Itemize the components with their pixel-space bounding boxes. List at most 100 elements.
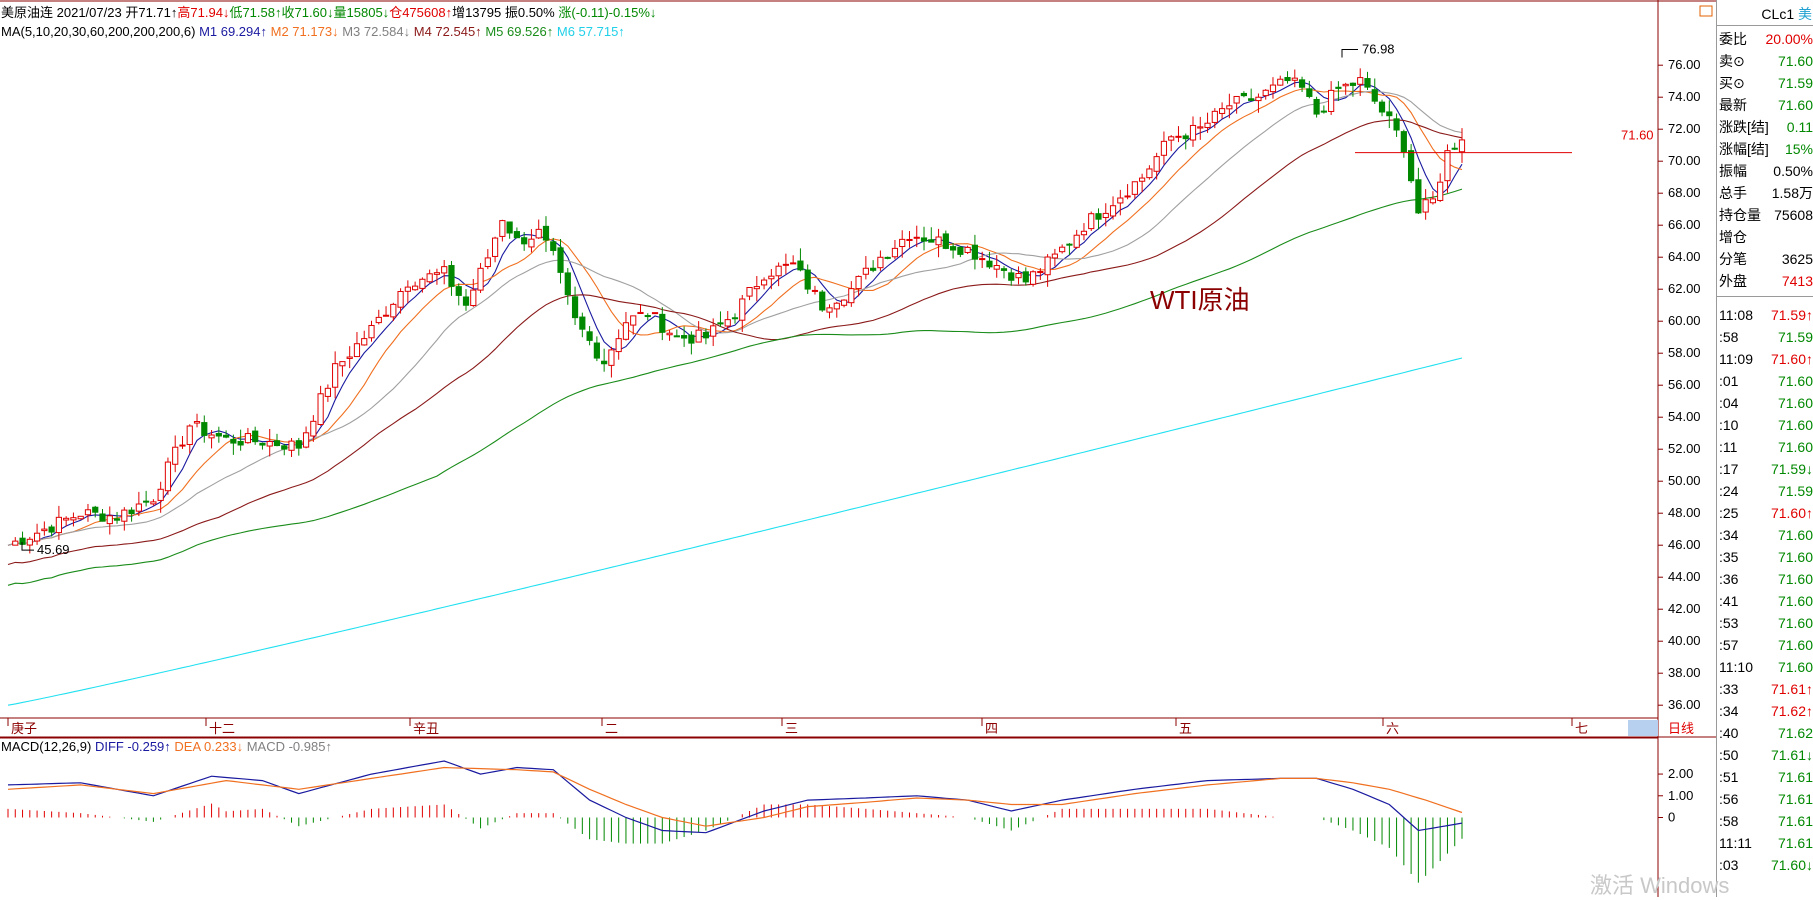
y-tick-label: 76.00 bbox=[1668, 57, 1701, 72]
candle-body bbox=[637, 311, 644, 314]
tick-row: :01 71.60 bbox=[1719, 370, 1813, 392]
candle-body bbox=[797, 260, 804, 271]
ma-m2-value: M2 71.173↓ bbox=[270, 24, 339, 39]
tick-price: 71.59↓ bbox=[1770, 461, 1813, 477]
candle-body bbox=[1342, 83, 1349, 87]
quote-row-value: 71.60 bbox=[1777, 97, 1813, 113]
quote-row-label: 委比 bbox=[1719, 31, 1747, 47]
candle-body bbox=[775, 265, 782, 277]
quote-row: 持仓量 75608 bbox=[1719, 204, 1813, 226]
candle-body bbox=[172, 446, 179, 465]
candle-body bbox=[157, 488, 164, 501]
bar-date: 2021/07/23 bbox=[56, 5, 122, 20]
tick-time: :58 bbox=[1719, 813, 1739, 829]
macd-y-tick-label: 0 bbox=[1668, 810, 1675, 825]
candle-body bbox=[942, 233, 949, 249]
candle-body bbox=[375, 316, 382, 324]
candle-body bbox=[702, 332, 710, 339]
tick-price: 71.60 bbox=[1777, 615, 1813, 631]
candle-body bbox=[906, 238, 913, 241]
candle-body bbox=[571, 296, 579, 319]
candle-body bbox=[673, 335, 680, 338]
candle-body bbox=[1313, 98, 1320, 115]
candle-body bbox=[266, 440, 273, 447]
macd-macd-value: MACD -0.985↑ bbox=[246, 739, 332, 754]
period-scroll-box bbox=[1628, 720, 1658, 736]
quote-row-label: 涨跌[结] bbox=[1719, 119, 1769, 135]
candle-body bbox=[324, 387, 331, 397]
candle-body bbox=[513, 231, 520, 239]
candle-body bbox=[1059, 246, 1066, 253]
candle-body bbox=[412, 285, 419, 291]
ma-m4-value: M4 72.545↑ bbox=[413, 24, 482, 39]
tick-row: :58 71.59 bbox=[1719, 326, 1813, 348]
candle-body bbox=[426, 273, 433, 283]
candle-body bbox=[1044, 256, 1051, 276]
oi-change-value: 增13795 bbox=[452, 5, 502, 20]
candle-body bbox=[920, 237, 928, 242]
candle-body bbox=[135, 503, 142, 512]
tick-row: :40 71.62 bbox=[1719, 722, 1813, 744]
candle-body bbox=[768, 275, 775, 280]
y-tick-label: 60.00 bbox=[1668, 313, 1701, 328]
y-tick-label: 44.00 bbox=[1668, 569, 1701, 584]
quote-row-value: 15% bbox=[1784, 141, 1813, 157]
y-tick-label: 62.00 bbox=[1668, 281, 1701, 296]
candle-body bbox=[1109, 205, 1117, 217]
y-tick-label: 72.00 bbox=[1668, 121, 1701, 136]
candle-body bbox=[586, 331, 593, 341]
high-annotation-leader bbox=[1341, 49, 1358, 58]
tick-price: 71.60 bbox=[1777, 439, 1813, 455]
tick-row: 11:10 71.60 bbox=[1719, 656, 1813, 678]
tick-time: :11 bbox=[1719, 439, 1738, 455]
last-price-marker: 71.60 bbox=[1621, 128, 1654, 143]
candle-body bbox=[862, 267, 869, 275]
tick-price: 71.61 bbox=[1777, 835, 1813, 851]
candle-body bbox=[1029, 271, 1037, 285]
tick-price: 71.60 bbox=[1777, 395, 1813, 411]
quote-row-label: 增仓 bbox=[1719, 229, 1747, 245]
x-tick-label: 六 bbox=[1386, 721, 1399, 736]
candle-body bbox=[252, 430, 259, 443]
candle-body bbox=[1088, 213, 1095, 230]
tick-row: :03 71.60↓ bbox=[1719, 854, 1813, 876]
period-label: 日线 bbox=[1668, 721, 1694, 736]
candle-body bbox=[971, 244, 979, 260]
candle-body bbox=[819, 291, 826, 311]
tick-time: 11:09 bbox=[1719, 351, 1753, 367]
chart-canvas[interactable]: 36.00 38.00 40.00 42.00 44.00 46.00 48.00 50.00… bbox=[0, 0, 1716, 897]
candle-body bbox=[143, 500, 150, 503]
tick-price: 71.60 bbox=[1777, 417, 1813, 433]
macd-y-tick-label: 1.00 bbox=[1668, 788, 1693, 803]
candle-body bbox=[1349, 82, 1357, 86]
tick-price: 71.60 bbox=[1777, 637, 1813, 653]
ma-info-line: MA(5,10,20,30,60,200,200,200,6) M1 69.29… bbox=[1, 24, 625, 40]
candle-body bbox=[332, 363, 339, 388]
open-interest-value: 仓475608↑ bbox=[389, 5, 453, 20]
ma-line-m5 bbox=[7, 188, 1463, 586]
y-tick-label: 66.00 bbox=[1668, 217, 1701, 232]
candle-body bbox=[1429, 198, 1437, 204]
candle-body bbox=[710, 325, 717, 337]
candle-body bbox=[1015, 273, 1022, 279]
candle-body bbox=[12, 540, 19, 546]
candle-body bbox=[659, 313, 666, 333]
tick-time: :56 bbox=[1719, 791, 1739, 807]
high-annotation-label: 76.98 bbox=[1362, 42, 1395, 57]
candle-body bbox=[33, 532, 41, 542]
candle-body bbox=[491, 237, 499, 257]
candle-body bbox=[288, 440, 295, 451]
quote-row-value: 71.60 bbox=[1777, 53, 1813, 69]
tick-row: :57 71.60 bbox=[1719, 634, 1813, 656]
candle-body bbox=[193, 421, 201, 424]
candle-body bbox=[1357, 77, 1364, 85]
maximize-icon bbox=[1699, 5, 1713, 17]
tick-row: :58 71.61 bbox=[1719, 810, 1813, 832]
quote-row-label: 持仓量 bbox=[1719, 207, 1761, 223]
panel-market[interactable]: 美 bbox=[1798, 6, 1812, 22]
candle-body bbox=[891, 247, 899, 258]
candle-body bbox=[441, 266, 448, 274]
candle-body bbox=[528, 238, 535, 248]
tick-price: 71.61↓ bbox=[1770, 747, 1813, 763]
candle-body bbox=[1233, 95, 1240, 104]
